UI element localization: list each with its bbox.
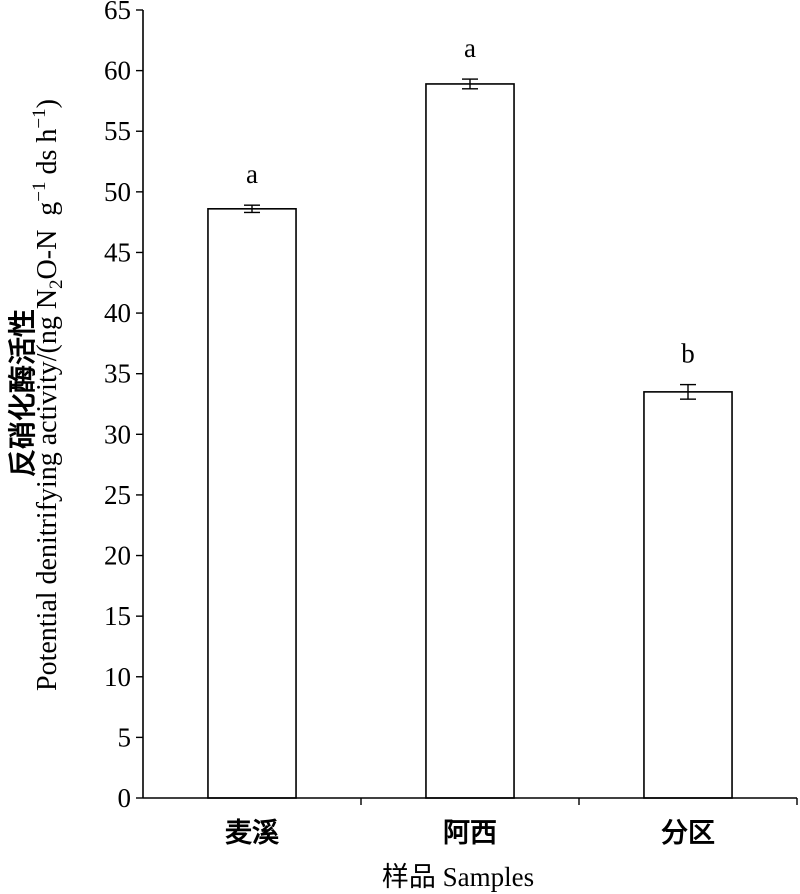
category-labels: 麦溪 阿西 分区 xyxy=(225,818,715,848)
y-axis-title-en-part: O-N g xyxy=(32,202,63,280)
y-axis-title-en-superscript: −1 xyxy=(29,181,50,201)
x-tick-label: 分区 xyxy=(661,818,715,848)
y-axis-title-en-subscript: 2 xyxy=(46,279,67,289)
y-axis-title-zh: 反硝化酶活性 xyxy=(7,309,39,477)
y-tick-label: 65 xyxy=(104,0,131,25)
y-tick-label: 20 xyxy=(104,541,131,571)
y-tick-label: 10 xyxy=(104,662,131,692)
bar xyxy=(207,208,297,799)
error-bars-group xyxy=(244,78,696,400)
significance-label: a xyxy=(246,159,258,189)
x-axis-title: 样品 Samples xyxy=(382,862,534,892)
y-axis-title-en-superscript: −1 xyxy=(29,108,50,128)
significance-label: a xyxy=(464,33,476,63)
y-tick-label: 60 xyxy=(104,56,131,86)
significance-label: b xyxy=(681,339,695,369)
y-tick-label: 25 xyxy=(104,480,131,510)
y-axis-title-en: Potential denitrifying activity/(ng N2O-… xyxy=(29,99,67,691)
y-tick-label: 50 xyxy=(104,177,131,207)
bar xyxy=(643,391,733,799)
y-axis-title-en-part: Potential denitrifying activity/(ng N xyxy=(32,289,63,691)
y-axis-title-en-part: ) xyxy=(32,99,63,108)
y-tick-label: 30 xyxy=(104,419,131,449)
y-tick-label: 35 xyxy=(104,359,131,389)
bar xyxy=(425,83,515,799)
significance-labels: a a b xyxy=(246,33,695,369)
bars-group xyxy=(207,83,733,799)
y-tick-label: 5 xyxy=(118,722,132,752)
y-tick-label: 40 xyxy=(104,298,131,328)
y-tick-label: 45 xyxy=(104,237,131,267)
x-axis-ticks xyxy=(360,798,798,805)
x-tick-label: 麦溪 xyxy=(225,818,280,848)
y-tick-label: 0 xyxy=(118,783,132,813)
y-axis-ticks: 0 5 10 15 20 25 30 35 40 45 50 55 60 65 xyxy=(104,0,143,813)
y-tick-label: 15 xyxy=(104,601,131,631)
y-tick-label: 55 xyxy=(104,116,131,146)
y-axis-title-en-part: ds h xyxy=(32,129,63,182)
x-tick-label: 阿西 xyxy=(443,818,497,848)
